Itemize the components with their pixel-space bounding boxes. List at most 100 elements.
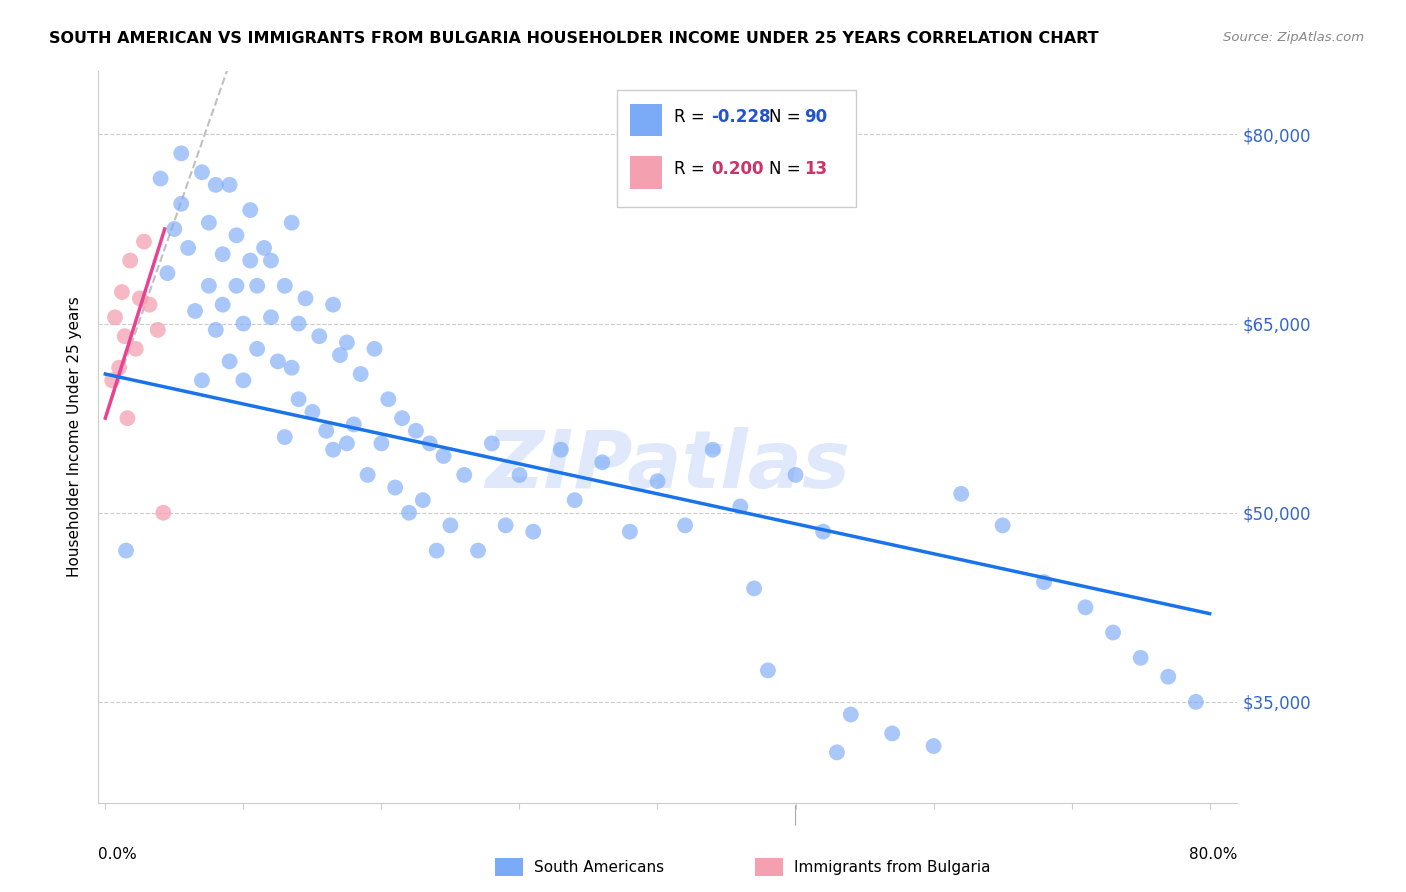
Text: R =: R = (673, 108, 710, 126)
Point (419, 436, 441, 450)
Point (350, 367, 373, 381)
Point (370, 436, 392, 450)
Point (398, 506, 420, 520)
Text: Source: ZipAtlas.com: Source: ZipAtlas.com (1223, 31, 1364, 45)
Point (322, 298, 344, 312)
Point (301, 405, 323, 419)
Point (384, 481, 406, 495)
Point (152, 506, 174, 520)
Point (508, 467, 530, 482)
Point (184, 304, 207, 318)
Text: 13: 13 (804, 161, 828, 178)
Text: SOUTH AMERICAN VS IMMIGRANTS FROM BULGARIA HOUSEHOLDER INCOME UNDER 25 YEARS COR: SOUTH AMERICAN VS IMMIGRANTS FROM BULGAR… (49, 31, 1099, 46)
Point (811, 524, 834, 539)
Text: 90: 90 (804, 108, 828, 126)
Point (377, 392, 399, 407)
Point (673, 518, 696, 533)
Point (108, 360, 131, 375)
Point (191, 373, 214, 387)
Text: -0.228: -0.228 (711, 108, 770, 126)
Point (343, 417, 366, 432)
Point (702, 442, 724, 457)
Point (246, 278, 269, 293)
Point (198, 216, 221, 230)
Text: South Americans: South Americans (534, 860, 665, 874)
Point (170, 196, 193, 211)
Point (104, 310, 127, 325)
Point (132, 235, 155, 249)
Point (329, 348, 352, 362)
Point (439, 518, 461, 533)
Point (232, 373, 254, 387)
Point (336, 335, 359, 350)
Point (591, 455, 613, 469)
Point (128, 291, 150, 305)
Point (756, 664, 779, 678)
Point (308, 329, 330, 343)
Text: N =: N = (769, 161, 806, 178)
Point (260, 253, 283, 268)
Point (481, 436, 503, 450)
Point (218, 354, 240, 368)
Point (742, 582, 765, 596)
Point (950, 487, 973, 501)
Text: N =: N = (769, 108, 806, 126)
Point (146, 323, 169, 337)
Point (149, 171, 172, 186)
Point (218, 178, 240, 192)
Point (101, 373, 124, 387)
Text: 80.0%: 80.0% (1189, 847, 1237, 862)
Point (280, 360, 302, 375)
Point (730, 500, 752, 514)
Point (246, 342, 269, 356)
Point (1185, 695, 1208, 709)
Point (239, 203, 262, 218)
Point (232, 317, 254, 331)
Point (647, 474, 669, 488)
Point (315, 424, 337, 438)
Point (225, 228, 247, 243)
Point (363, 342, 385, 356)
Point (1157, 670, 1180, 684)
Bar (630, 156, 662, 189)
Point (211, 298, 233, 312)
Point (550, 442, 572, 457)
Point (1102, 625, 1125, 640)
Point (1129, 650, 1152, 665)
Point (260, 310, 283, 325)
Point (211, 247, 233, 261)
Text: 0.200: 0.200 (711, 161, 763, 178)
FancyBboxPatch shape (617, 90, 856, 207)
Point (280, 216, 302, 230)
Point (405, 424, 427, 438)
Point (322, 442, 344, 457)
Point (426, 543, 449, 558)
Point (114, 329, 136, 343)
Point (467, 543, 489, 558)
Point (619, 524, 641, 539)
Point (1033, 575, 1056, 590)
Point (198, 278, 221, 293)
Point (170, 146, 193, 161)
Point (138, 298, 160, 312)
Point (253, 241, 276, 255)
Bar (630, 103, 662, 136)
Point (117, 411, 139, 425)
Text: 0.0%: 0.0% (98, 847, 138, 862)
Text: ZIPatlas: ZIPatlas (485, 427, 851, 506)
Point (177, 241, 200, 255)
Point (825, 745, 848, 759)
Point (225, 278, 247, 293)
Text: R =: R = (673, 161, 710, 178)
Point (115, 543, 138, 558)
Point (191, 165, 214, 179)
Point (432, 449, 454, 463)
Point (287, 392, 309, 407)
Point (922, 739, 945, 753)
Point (564, 493, 586, 508)
Point (336, 436, 359, 450)
Point (274, 278, 297, 293)
Point (156, 266, 179, 280)
Point (356, 467, 378, 482)
Point (111, 285, 134, 299)
